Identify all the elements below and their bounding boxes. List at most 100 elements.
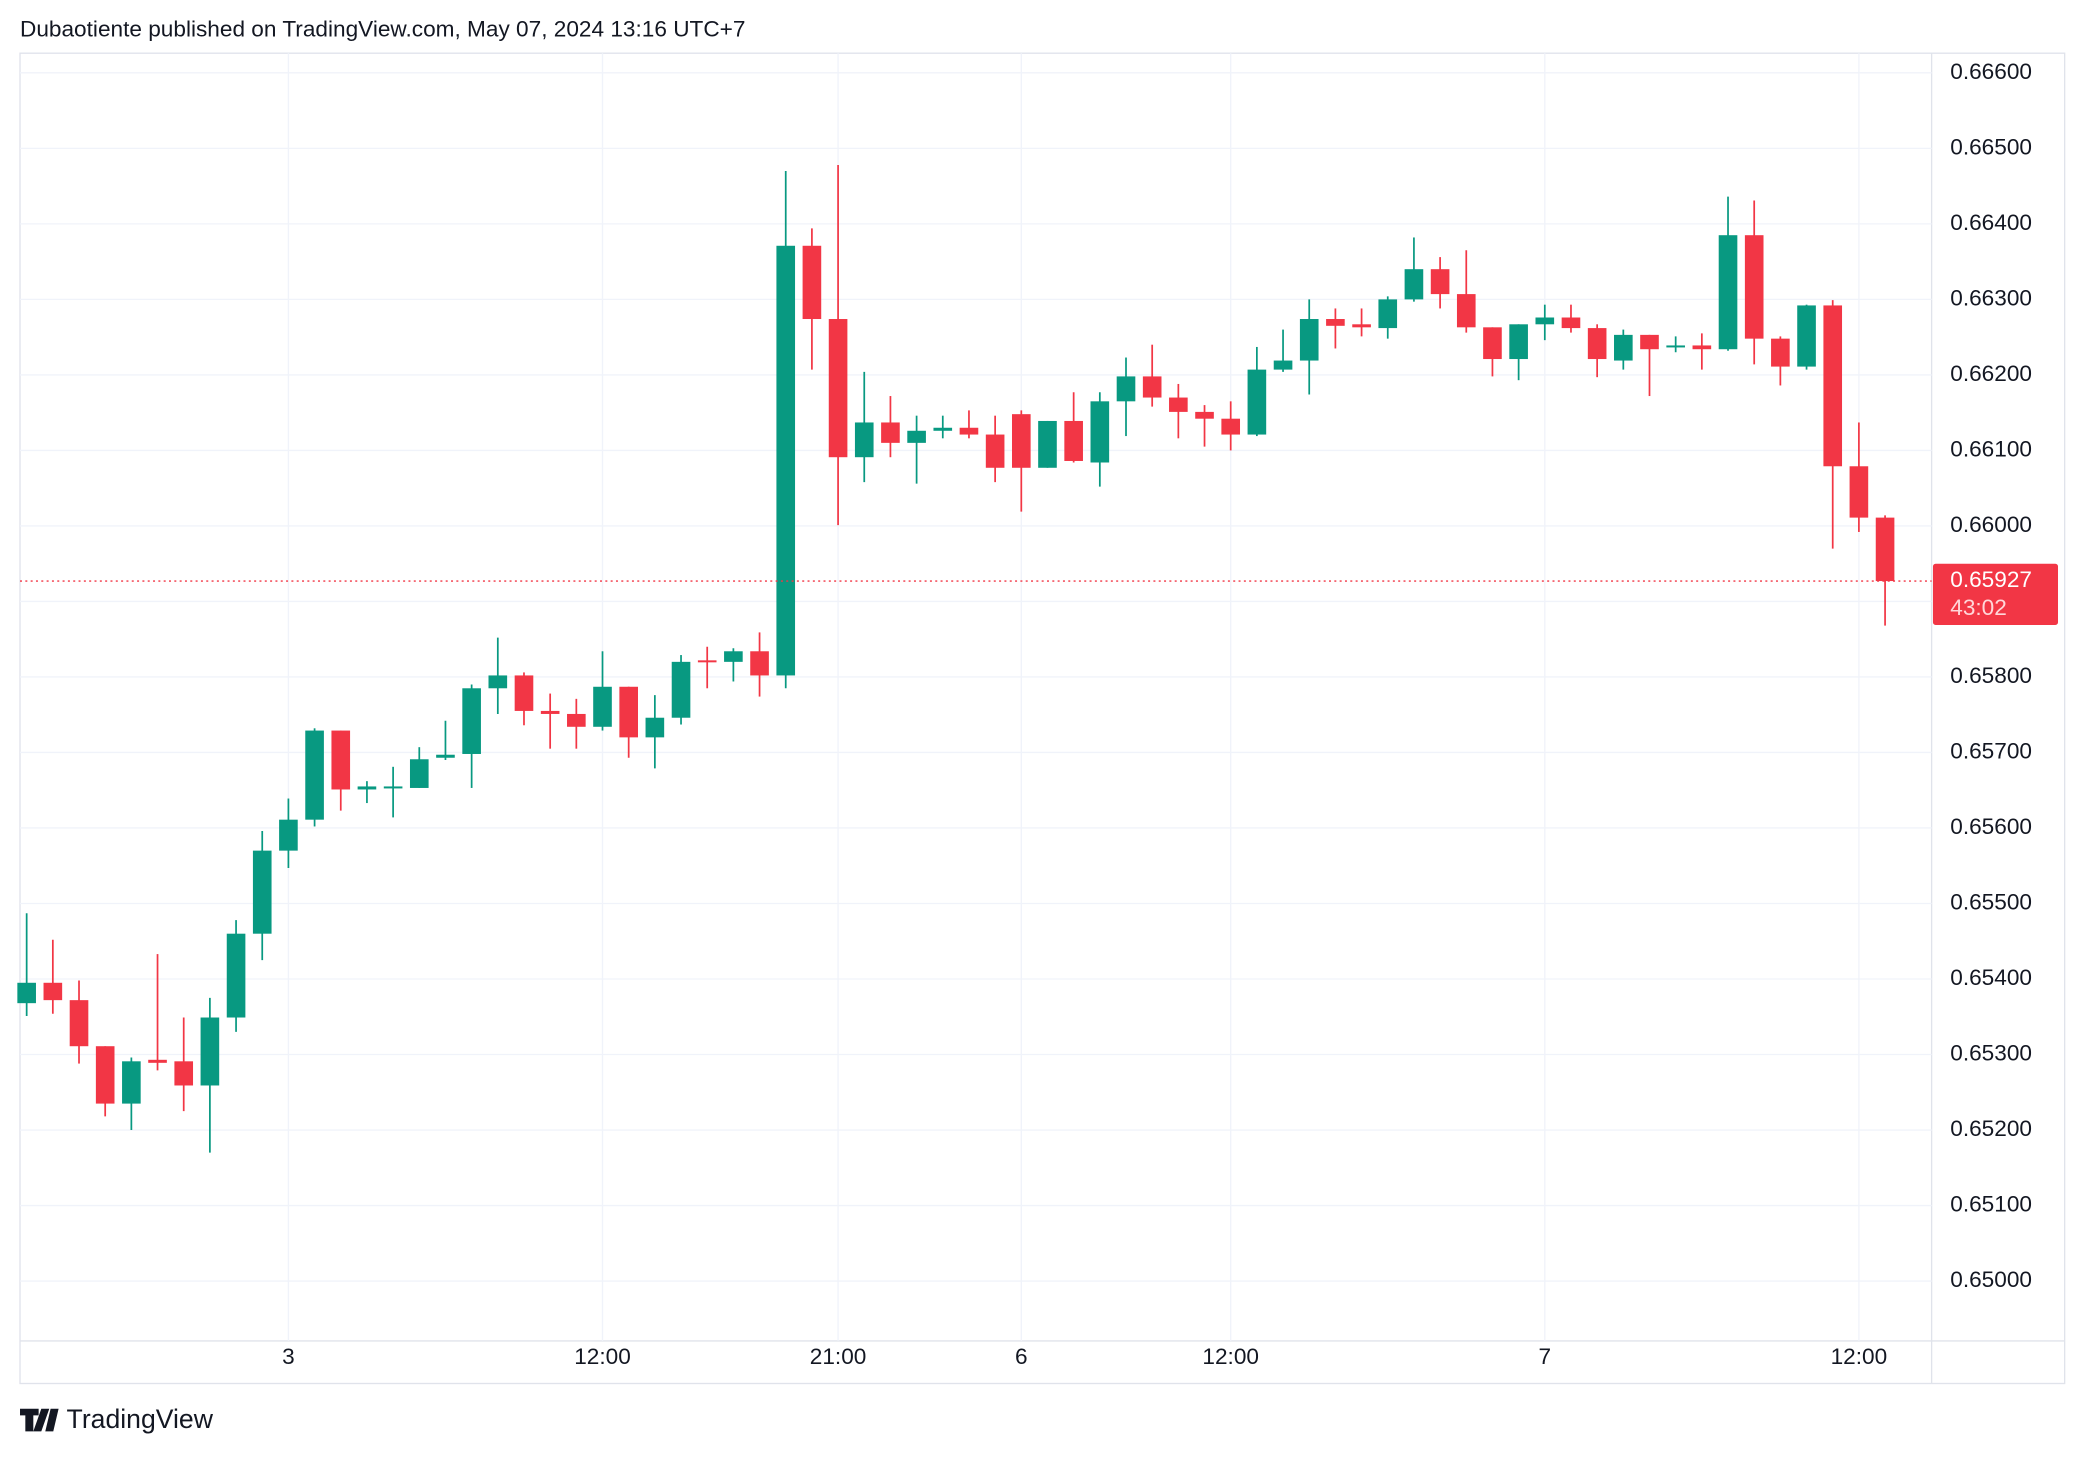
- y-tick-label: 0.65600: [1950, 814, 2032, 839]
- candle-body: [1587, 328, 1607, 360]
- frame: [19, 52, 2066, 1385]
- x-tick-label: 3: [282, 1344, 295, 1369]
- candle-body: [1849, 466, 1869, 518]
- brand-name: TradingView: [67, 1404, 214, 1434]
- y-tick-label: 0.66000: [1950, 512, 2032, 537]
- candle-body: [514, 675, 534, 711]
- candle-body: [1195, 411, 1214, 419]
- y-tick-label: 0.65400: [1950, 965, 2032, 990]
- candle-body: [1692, 345, 1712, 350]
- candle-body: [1771, 338, 1790, 367]
- candle-body: [1509, 324, 1528, 360]
- candle-body: [933, 427, 953, 431]
- candle-body: [331, 730, 351, 790]
- candle-body: [462, 688, 481, 754]
- publish-title: Dubaotiente published on TradingView.com…: [20, 17, 745, 42]
- candle-body: [200, 1017, 220, 1086]
- candle-body: [1483, 327, 1502, 360]
- candle-body: [1430, 269, 1450, 295]
- candle-body: [148, 1059, 167, 1063]
- candle-body: [540, 710, 560, 714]
- candle-body: [1011, 414, 1031, 468]
- candle-body: [357, 786, 377, 790]
- y-tick-label: 0.65700: [1950, 738, 2032, 763]
- x-tick-label: 12:00: [1202, 1344, 1259, 1369]
- last-price-label: 0.65927: [1950, 567, 2032, 592]
- y-tick-label: 0.66500: [1950, 134, 2032, 159]
- candle-body: [409, 759, 429, 788]
- y-tick-label: 0.65300: [1950, 1040, 2032, 1065]
- candle-body: [645, 717, 665, 738]
- candle-body: [959, 427, 979, 435]
- candle-body: [1247, 369, 1267, 435]
- y-tick-label: 0.66600: [1950, 59, 2032, 84]
- candle-body: [252, 850, 272, 934]
- candle-body: [1797, 305, 1816, 367]
- brand-logo: TradingView: [20, 1404, 214, 1434]
- candle-body: [724, 651, 743, 662]
- candle-body: [1169, 397, 1188, 412]
- candle-body: [828, 319, 848, 458]
- candle-body: [69, 1000, 89, 1047]
- grid: [20, 53, 1932, 1341]
- candle-body: [671, 661, 691, 718]
- x-tick-label: 12:00: [1831, 1344, 1888, 1369]
- y-tick-label: 0.65200: [1950, 1116, 2032, 1141]
- candle-body: [802, 245, 822, 320]
- y-tick-label: 0.65100: [1950, 1192, 2032, 1217]
- last-price-tag: [1932, 563, 2059, 625]
- x-tick-label: 12:00: [574, 1344, 631, 1369]
- candle-body: [279, 819, 298, 851]
- candles: [17, 164, 1895, 1153]
- candle-body: [1875, 517, 1895, 582]
- candle-body: [1064, 420, 1083, 461]
- candle-body: [1090, 401, 1110, 463]
- candle-body: [436, 754, 455, 758]
- y-tick-label: 0.66100: [1950, 436, 2032, 461]
- candle-body: [1744, 235, 1764, 339]
- candle-body: [43, 982, 63, 1001]
- candle-body: [907, 430, 926, 443]
- candle-body: [122, 1061, 141, 1104]
- candle-body: [1326, 319, 1345, 326]
- candle-body: [488, 675, 508, 689]
- y-tick-label: 0.66200: [1950, 361, 2032, 386]
- candle-body: [1221, 418, 1241, 435]
- candle-body: [776, 245, 796, 676]
- countdown-label: 43:02: [1950, 595, 2007, 620]
- y-tick-label: 0.66300: [1950, 285, 2032, 310]
- x-tick-label: 6: [1015, 1344, 1028, 1369]
- candle-body: [750, 651, 769, 676]
- candle-body: [1823, 305, 1843, 467]
- candle-body: [1038, 420, 1057, 468]
- candle-body: [593, 686, 612, 727]
- candle-body: [305, 730, 324, 820]
- candle-body: [1640, 334, 1659, 350]
- x-tick-label: 7: [1539, 1344, 1552, 1369]
- candle-body: [1142, 376, 1162, 398]
- y-tick-label: 0.65000: [1950, 1267, 2032, 1292]
- candle-body: [95, 1046, 115, 1104]
- candle-body: [1299, 319, 1319, 361]
- candle-body: [1614, 334, 1633, 361]
- axes: 0.65000 0.65100 0.65200 0.65300 0.65400 0.655…: [20, 59, 2059, 1369]
- candle-body: [1535, 317, 1555, 325]
- candle-body: [1404, 269, 1424, 300]
- candle-body: [567, 713, 586, 727]
- y-tick-label: 0.65500: [1950, 889, 2032, 914]
- y-tick-label: 0.66400: [1950, 210, 2032, 235]
- candle-body: [881, 422, 900, 443]
- candle-body: [226, 933, 246, 1018]
- candle-body: [1718, 235, 1738, 350]
- candle-body: [985, 434, 1005, 468]
- candle-body: [854, 422, 874, 458]
- candle-body: [697, 660, 717, 663]
- candle-body: [1561, 317, 1581, 329]
- candle-body: [174, 1061, 194, 1086]
- candle-body: [1456, 294, 1476, 328]
- candle-body: [1378, 299, 1398, 329]
- y-tick-label: 0.65800: [1950, 663, 2032, 688]
